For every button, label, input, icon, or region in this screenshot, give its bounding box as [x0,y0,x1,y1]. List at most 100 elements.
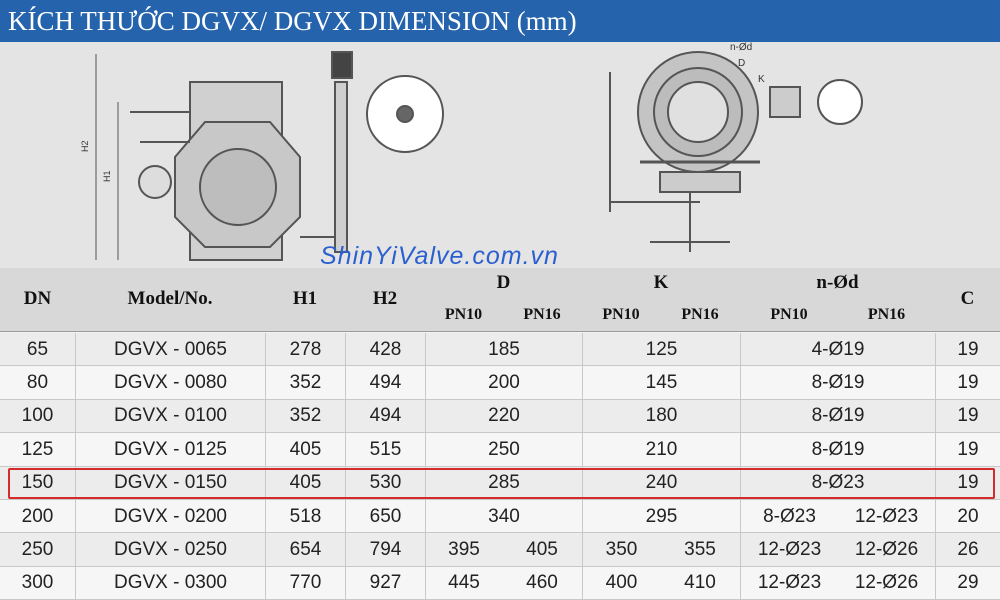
cell-dn: 125 [21,438,54,460]
cell-nd: 4-Ø19 [740,333,935,367]
cell-nd: 8-Ø19 [740,433,935,467]
cell-h1: 278 [265,333,345,367]
column-header: DN [23,288,52,309]
group-header: K [653,272,669,293]
cell-h1: 405 [265,433,345,467]
cell-nd: 8-Ø19 [740,366,935,400]
cell-h2: 927 [345,566,425,600]
row-bg [0,500,1000,534]
cell-c: 19 [935,366,1000,400]
cell-dn: 250 [21,539,54,561]
row-bg [0,533,1000,567]
cell-d: 340 [425,500,582,534]
dim-label: H1 [102,170,112,182]
cell-k: 410 [684,572,716,594]
cell-dn: 65 [26,338,49,360]
title-banner: KÍCH THƯỚC DGVX/ DGVX DIMENSION (mm) [0,0,1000,42]
cell-h2: 494 [345,399,425,434]
cell-model: DGVX - 0200 [75,500,265,534]
cell-c: 19 [935,333,1000,367]
cell-nd: 12-Ø23 [854,505,919,527]
cell-nd: 12-Ø26 [854,572,919,594]
cell-h2: 530 [345,466,425,500]
sub-header: PN16 [523,306,561,323]
column-header: C [960,288,975,309]
cell-nd: 12-Ø23 [740,533,838,567]
column-header: H1 [292,288,318,309]
cell-d: 460 [526,572,558,594]
cell-d: 185 [425,333,582,367]
cell-h1: 518 [265,500,345,534]
cell-model: DGVX - 0125 [75,433,265,467]
cell-dn: 150 [21,472,54,494]
cell-h1: 352 [265,399,345,434]
cell-h1: 770 [265,566,345,600]
cell-nd: 12-Ø26 [854,539,919,561]
cell-d: 200 [425,366,582,400]
row-bg [0,433,1000,467]
cell-nd: 8-Ø23 [740,466,935,500]
watermark: ShinYiValve.com.vn [320,242,559,268]
cell-h1: 352 [265,366,345,400]
cell-h2: 794 [345,533,425,567]
cell-h2: 515 [345,433,425,467]
cell-c: 19 [935,466,1000,500]
row-highlight [8,467,995,499]
cell-dn: 300 [21,572,54,594]
cell-dn: 200 [21,505,54,527]
sub-header: PN16 [867,306,906,323]
cell-k: 350 [582,533,660,567]
cell-k: 125 [582,333,740,367]
cell-h2: 494 [345,366,425,400]
cell-model: DGVX - 0250 [75,533,265,567]
drawing-area: H2 H1 n-Ød D K ShinYiValve.com.vn [0,42,1000,268]
cell-dn: 80 [26,372,49,394]
dim-label: n-Ød [730,42,752,53]
cell-dn: 100 [21,405,54,427]
sub-header: PN10 [602,306,640,323]
cell-d: 220 [425,399,582,434]
cell-c: 20 [935,500,1000,534]
column-header: Model/No. [127,288,213,309]
cell-k: 295 [582,500,740,534]
cell-d: 395 [425,533,502,567]
cell-d: 285 [425,466,582,500]
cell-h1: 405 [265,466,345,500]
cell-nd: 8-Ø19 [740,399,935,434]
group-header: n-Ød [816,272,859,293]
cell-k: 210 [582,433,740,467]
row-bg [0,333,1000,367]
cell-model: DGVX - 0065 [75,333,265,367]
column-header: H2 [372,288,398,309]
row-bg [0,399,1000,434]
row-bg [0,466,1000,500]
cell-c: 26 [935,533,1000,567]
sub-header: PN10 [770,306,808,323]
cell-d: 445 [425,566,502,600]
dim-label: D [738,58,745,69]
cell-k: 400 [582,566,660,600]
cell-d: 405 [526,539,558,561]
cell-model: DGVX - 0150 [75,466,265,500]
cell-k: 240 [582,466,740,500]
dim-label: H2 [80,140,90,152]
cell-k: 355 [684,539,716,561]
cell-h1: 654 [265,533,345,567]
row-bg [0,566,1000,600]
cell-nd: 12-Ø23 [740,566,838,600]
cell-c: 19 [935,433,1000,467]
cell-model: DGVX - 0300 [75,566,265,600]
sub-header: PN16 [681,306,719,323]
cell-h2: 428 [345,333,425,367]
cell-c: 29 [935,566,1000,600]
cell-k: 145 [582,366,740,400]
cell-d: 250 [425,433,582,467]
cell-model: DGVX - 0100 [75,399,265,434]
cell-model: DGVX - 0080 [75,366,265,400]
row-bg [0,366,1000,400]
cell-c: 19 [935,399,1000,434]
cell-h2: 650 [345,500,425,534]
cell-nd: 8-Ø23 [740,500,838,534]
